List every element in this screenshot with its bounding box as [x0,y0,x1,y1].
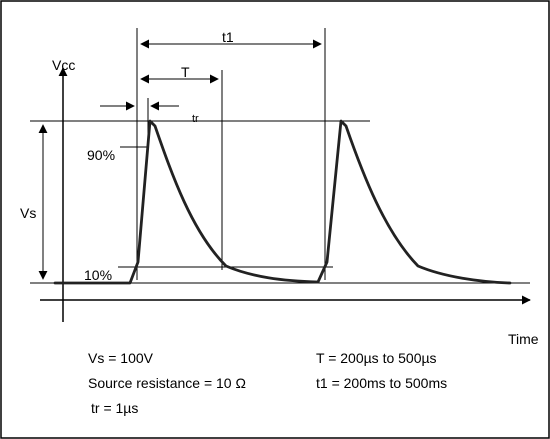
t1-label: t1 [222,29,234,45]
note-t1: t1 = 200ms to 500ms [316,375,447,391]
note-vs: Vs = 100V [88,350,154,366]
tr-label: tr [192,113,199,125]
time-axis-label: Time [508,331,539,347]
vs-label: Vs [20,205,36,221]
ninety-percent-label: 90% [87,147,115,163]
vcc-axis-label: Vcc [52,57,75,73]
T-label: T [181,64,190,80]
ten-percent-label: 10% [84,267,112,283]
note-source-resistance: Source resistance = 10 Ω [88,375,246,391]
note-tr: tr = 1µs [91,400,138,416]
pulse-waveform [55,121,510,283]
note-T: T = 200µs to 500µs [316,350,437,366]
